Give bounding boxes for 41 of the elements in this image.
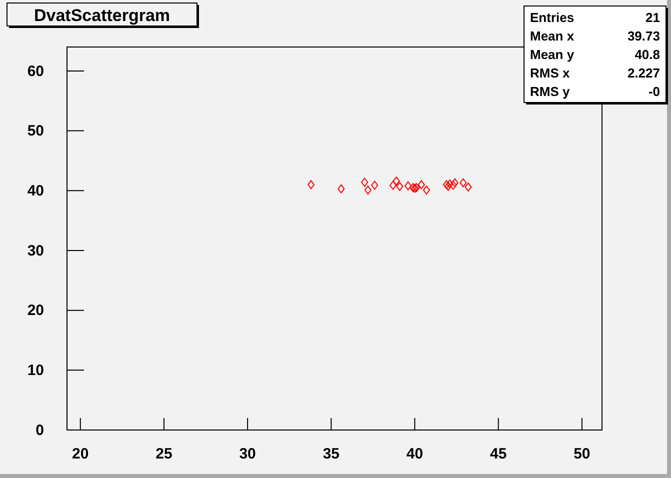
y-tick-label: 40: [27, 182, 44, 200]
point: [361, 178, 368, 187]
annotation: RMS x: [530, 66, 570, 80]
text: 39.73: [627, 28, 660, 44]
annotation: RMS y: [530, 84, 570, 99]
y-tick-label: 10: [27, 362, 44, 379]
point: [364, 186, 372, 195]
x-tick-label: 40: [406, 446, 424, 463]
text: 40.8: [634, 47, 660, 62]
point: [450, 180, 457, 190]
y-tick-label: 60: [27, 62, 44, 80]
y-tick-label: 50: [27, 122, 44, 140]
point: [371, 180, 378, 190]
point: [308, 180, 315, 190]
point: [392, 176, 400, 186]
chart-title: DvatScattergram: [34, 6, 170, 25]
point: [422, 186, 430, 195]
point: [451, 178, 458, 188]
x-tick-label: 20: [72, 446, 89, 463]
text: Mean x: [530, 28, 575, 44]
point: [464, 182, 472, 192]
point: [446, 180, 454, 189]
x-tick-label: 50: [574, 446, 590, 463]
text: -0: [648, 84, 660, 99]
y-tick-label: 30: [27, 242, 44, 260]
point: [404, 181, 412, 190]
x-tick-label: 45: [490, 446, 507, 463]
text: 2.227: [627, 66, 660, 80]
y-tick-label: 20: [27, 302, 44, 320]
point: [418, 180, 425, 190]
point: [396, 182, 404, 191]
x-tick-label: 30: [239, 446, 256, 463]
text: 21: [646, 10, 660, 25]
x-tick-label: 25: [156, 446, 172, 463]
annotation: Mean y: [530, 47, 575, 62]
point: [460, 178, 467, 188]
y-tick-label: 0: [36, 422, 44, 439]
text: Entries: [530, 10, 574, 25]
point: [390, 180, 397, 190]
point: [338, 184, 345, 194]
x-tick-label: 35: [322, 446, 340, 463]
